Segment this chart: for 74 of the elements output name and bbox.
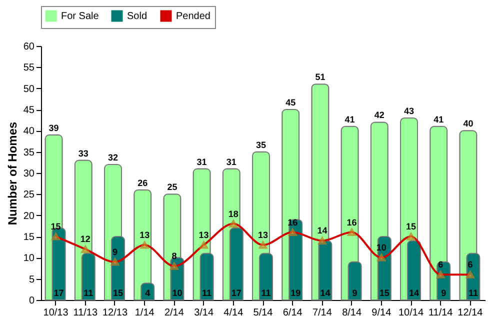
data-label: 15 [112, 288, 124, 298]
x-tick-label: 12/14 [458, 308, 484, 318]
x-tick-label: 5/14 [253, 308, 274, 318]
data-label: 10 [172, 288, 182, 298]
y-tick-label: 25 [23, 190, 35, 201]
data-label: 42 [374, 110, 384, 120]
data-label: 9 [441, 288, 446, 298]
x-tick-label: 9/14 [372, 308, 392, 318]
data-label: 13 [140, 230, 150, 240]
data-label: 31 [226, 156, 236, 167]
data-label: 41 [344, 114, 355, 124]
y-tick-label: 15 [23, 232, 35, 243]
data-label: 14 [408, 288, 420, 298]
data-label: 15 [406, 222, 416, 232]
data-label: 4 [145, 288, 150, 298]
data-label: 33 [78, 148, 88, 158]
data-label: 6 [438, 260, 444, 270]
data-label: 41 [434, 114, 444, 124]
data-label: 17 [231, 288, 242, 298]
data-label: 40 [463, 118, 474, 129]
data-label: 16 [346, 217, 357, 228]
data-label: 45 [286, 98, 296, 108]
x-tick-label: 10/13 [43, 308, 69, 318]
data-label: 11 [261, 288, 271, 298]
legend-label: For Sale [61, 11, 100, 22]
data-label: 39 [48, 122, 59, 133]
x-tick-label: 11/13 [73, 308, 98, 318]
data-label: 14 [317, 226, 328, 236]
data-label: 32 [108, 152, 118, 163]
y-tick-label: 45 [23, 105, 35, 116]
x-tick-label: 6/14 [282, 308, 303, 318]
data-label: 11 [468, 288, 478, 298]
y-tick-label: 55 [23, 62, 35, 74]
data-label: 17 [54, 288, 64, 298]
data-label: 11 [84, 288, 94, 298]
x-tick-label: 8/14 [342, 308, 362, 318]
data-label: 15 [379, 288, 390, 298]
x-tick-label: 10/14 [398, 308, 424, 318]
data-label: 19 [290, 288, 301, 298]
legend-label: Sold [127, 11, 148, 22]
y-tick-label: 50 [23, 84, 35, 95]
x-tick-label: 3/14 [194, 308, 214, 318]
y-tick-label: 20 [23, 210, 35, 222]
x-tick-label: 11/14 [428, 308, 454, 318]
data-label: 26 [138, 178, 148, 188]
y-tick-label: 40 [23, 126, 35, 138]
data-label: 18 [228, 208, 238, 219]
data-label: 15 [50, 222, 61, 232]
x-tick-label: 7/14 [312, 308, 332, 318]
data-label: 14 [320, 288, 330, 298]
data-label: 51 [315, 72, 326, 82]
x-tick-label: 12/13 [102, 308, 128, 318]
y-tick-label: 10 [23, 253, 35, 264]
data-label: 31 [196, 156, 207, 167]
y-tick-label: 5 [28, 274, 35, 286]
legend-label: Pended [176, 11, 210, 22]
data-label: 43 [404, 106, 414, 116]
y-axis-title: Number of Homes [5, 122, 20, 226]
data-label: 6 [468, 260, 473, 270]
data-label: 35 [256, 140, 266, 150]
data-label: 9 [112, 246, 118, 257]
y-tick-label: 30 [23, 168, 35, 180]
y-tick-label: 60 [23, 42, 35, 52]
x-tick-label: 2/14 [164, 308, 184, 318]
y-tick-label: 0 [28, 296, 35, 306]
data-label: 13 [258, 230, 268, 240]
x-tick-label: 4/14 [224, 308, 244, 318]
data-label: 9 [352, 288, 358, 298]
data-label: 12 [80, 234, 90, 244]
x-tick-label: 1/14 [134, 308, 155, 318]
data-label: 13 [198, 230, 209, 240]
data-label: 25 [167, 182, 178, 192]
data-label: 11 [202, 288, 212, 298]
y-tick-label: 35 [23, 147, 35, 158]
